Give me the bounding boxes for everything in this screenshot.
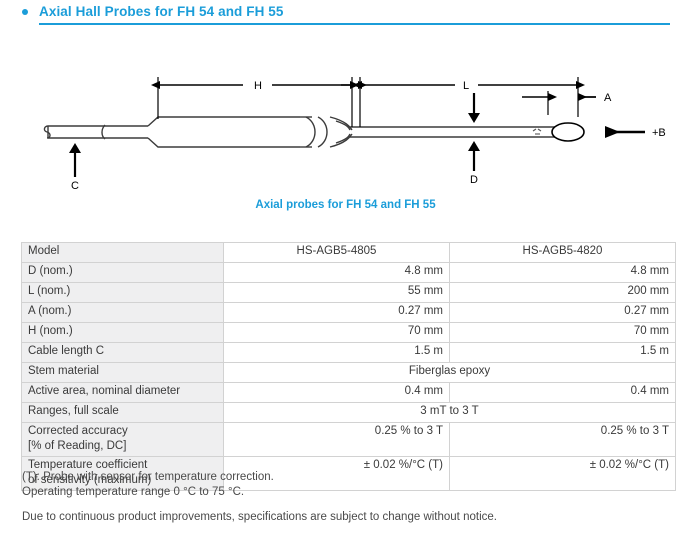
row-value: 70 mm	[449, 322, 676, 343]
table-row: Stem material Fiberglas epoxy	[21, 362, 676, 383]
row-value: 55 mm	[223, 282, 450, 303]
footnotes: (T): Probe with sensor for temperature c…	[22, 470, 672, 500]
page-heading: Axial Hall Probes for FH 54 and FH 55	[22, 4, 670, 19]
dimension-label-d: D	[470, 174, 478, 186]
row-value: 1.5 m	[223, 342, 450, 363]
row-value: 70 mm	[223, 322, 450, 343]
row-label: Cable length C	[21, 342, 224, 363]
row-label: Temperature coefficient of sensitivity (…	[21, 456, 224, 491]
specifications-table-container: Model HS-AGB5-4805 HS-AGB5-4820 D (nom.)…	[21, 242, 676, 491]
bullet-icon	[22, 8, 28, 15]
row-value: 1.5 m	[449, 342, 676, 363]
table-row: Temperature coefficient of sensitivity (…	[21, 456, 676, 491]
row-label: H (nom.)	[21, 322, 224, 343]
row-label: L (nom.)	[21, 282, 224, 303]
row-value-merged: 3 mT to 3 T	[223, 402, 676, 423]
row-value: 200 mm	[449, 282, 676, 303]
table-row: L (nom.) 55 mm 200 mm	[21, 282, 676, 303]
figure-caption: Axial probes for FH 54 and FH 55	[255, 199, 436, 211]
row-value: 0.27 mm	[449, 302, 676, 323]
row-label: Corrected accuracy [% of Reading, DC]	[21, 422, 224, 457]
heading-divider	[39, 23, 670, 25]
row-label: Ranges, full scale	[21, 402, 224, 423]
column-header-model-1: HS-AGB5-4805	[223, 242, 450, 263]
column-header-model: Model	[21, 242, 224, 263]
table-row: Ranges, full scale 3 mT to 3 T	[21, 402, 676, 423]
table-header-row: Model HS-AGB5-4805 HS-AGB5-4820	[21, 242, 676, 263]
dimension-label-l: L	[463, 80, 469, 92]
table-row: Active area, nominal diameter 0.4 mm 0.4 m…	[21, 382, 676, 403]
column-header-model-2: HS-AGB5-4820	[449, 242, 676, 263]
row-value: ± 0.02 %/°C (T)	[449, 456, 676, 491]
row-value: 4.8 mm	[223, 262, 450, 283]
table-row: Cable length C 1.5 m 1.5 m	[21, 342, 676, 363]
row-value: ± 0.02 %/°C (T)	[223, 456, 450, 491]
dimension-label-a: A	[604, 92, 612, 104]
disclaimer-text: Due to continuous product improvements, …	[22, 511, 497, 523]
row-value: 0.27 mm	[223, 302, 450, 323]
footnote-temperature-sensor: (T): Probe with sensor for temperature c…	[22, 471, 274, 483]
row-value: 0.4 mm	[223, 382, 450, 403]
row-label: A (nom.)	[21, 302, 224, 323]
row-value: 0.25 % to 3 T	[449, 422, 676, 457]
row-value: 0.4 mm	[449, 382, 676, 403]
table-row: D (nom.) 4.8 mm 4.8 mm	[21, 262, 676, 283]
row-value: 4.8 mm	[449, 262, 676, 283]
dimension-label-b: +B	[652, 127, 666, 139]
sensor-tip-icon	[551, 122, 585, 142]
specifications-table: Model HS-AGB5-4805 HS-AGB5-4820 D (nom.)…	[21, 242, 676, 491]
table-body: D (nom.) 4.8 mm 4.8 mm L (nom.) 55 mm 200 mm A…	[21, 262, 676, 491]
probe-diagram: H L A +B D C	[0, 55, 691, 195]
row-value-merged: Fiberglas epoxy	[223, 362, 676, 383]
row-label: Stem material	[21, 362, 224, 383]
row-value: 0.25 % to 3 T	[223, 422, 450, 457]
footnote-operating-range: Operating temperature range 0 °C to 75 °…	[22, 486, 245, 498]
dimension-label-h: H	[254, 80, 262, 92]
row-label: Active area, nominal diameter	[21, 382, 224, 403]
table-row: A (nom.) 0.27 mm 0.27 mm	[21, 302, 676, 323]
page-title: Axial Hall Probes for FH 54 and FH 55	[39, 4, 284, 19]
table-row: H (nom.) 70 mm 70 mm	[21, 322, 676, 343]
dimension-label-c: C	[71, 180, 79, 192]
table-row: Corrected accuracy [% of Reading, DC] 0.2…	[21, 422, 676, 457]
row-label: D (nom.)	[21, 262, 224, 283]
